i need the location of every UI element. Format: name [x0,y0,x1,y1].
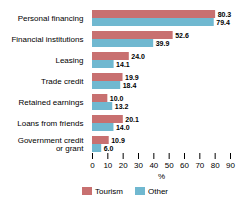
svg-text:40: 40 [149,161,158,170]
svg-text:70: 70 [195,161,204,170]
svg-text:10.0: 10.0 [110,95,124,102]
svg-text:14.0: 14.0 [116,124,130,131]
svg-text:Leasing: Leasing [55,56,83,65]
svg-text:20.1: 20.1 [125,116,139,123]
svg-text:10: 10 [103,161,112,170]
svg-text:Government creditor grant: Government creditor grant [18,136,85,153]
svg-text:52.6: 52.6 [175,32,189,39]
svg-text:19.9: 19.9 [125,74,139,81]
svg-text:Financial institutions: Financial institutions [11,35,83,44]
svg-text:24.0: 24.0 [131,53,145,60]
svg-text:Loans from friends: Loans from friends [17,119,83,128]
svg-text:79.4: 79.4 [216,19,230,26]
svg-text:Retained earnings: Retained earnings [19,98,84,107]
svg-text:50: 50 [165,161,174,170]
svg-text:6.0: 6.0 [104,145,114,152]
svg-text:80: 80 [211,161,220,170]
svg-text:%: % [158,172,165,181]
svg-text:13.2: 13.2 [115,103,129,110]
svg-text:39.9: 39.9 [156,40,170,47]
html-text:Tourism: Tourism [95,186,123,196]
svg-text:14.1: 14.1 [116,61,130,68]
svg-text:10.9: 10.9 [111,137,125,144]
svg-text:Personal financing: Personal financing [18,14,84,23]
svg-text:30: 30 [134,161,143,170]
svg-text:Trade credit: Trade credit [41,77,84,86]
svg-text:90: 90 [226,161,235,170]
html-text:Other: Other [148,186,168,196]
svg-text:0: 0 [90,161,95,170]
svg-text:60: 60 [180,161,189,170]
svg-text:18.4: 18.4 [123,82,137,89]
svg-text:80.3: 80.3 [218,11,232,18]
svg-text:20: 20 [119,161,128,170]
